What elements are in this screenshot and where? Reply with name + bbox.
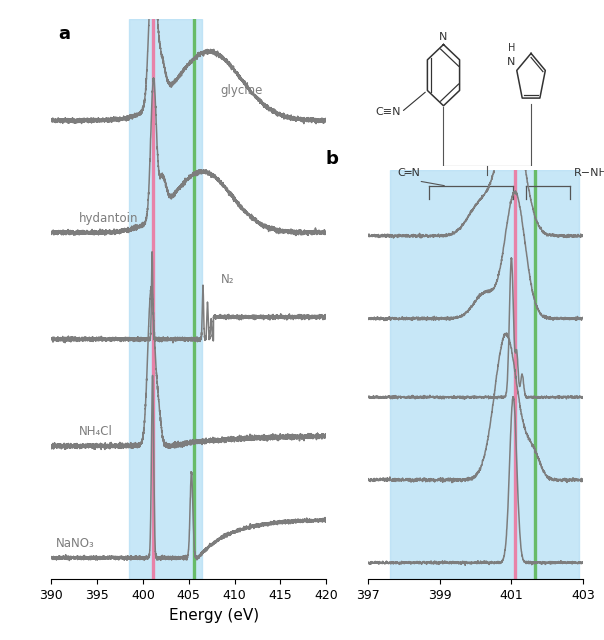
Text: R−NHₓ: R−NHₓ <box>574 168 604 178</box>
Text: C═N: C═N <box>397 168 420 178</box>
Text: Energy (eV): Energy (eV) <box>169 608 260 623</box>
Text: b: b <box>326 150 338 168</box>
Text: NaNO₃: NaNO₃ <box>56 537 95 550</box>
Bar <box>129 19 202 579</box>
Text: H: H <box>508 43 515 52</box>
Text: C≡N: C≡N <box>375 108 400 117</box>
Text: NH₄Cl: NH₄Cl <box>79 425 113 438</box>
Text: N: N <box>507 58 516 67</box>
Text: N: N <box>439 31 448 42</box>
Text: a: a <box>58 25 70 43</box>
Text: glycine: glycine <box>221 84 263 97</box>
Bar <box>390 170 579 579</box>
Text: N₂: N₂ <box>221 273 234 286</box>
Text: hydantoin: hydantoin <box>79 212 138 225</box>
